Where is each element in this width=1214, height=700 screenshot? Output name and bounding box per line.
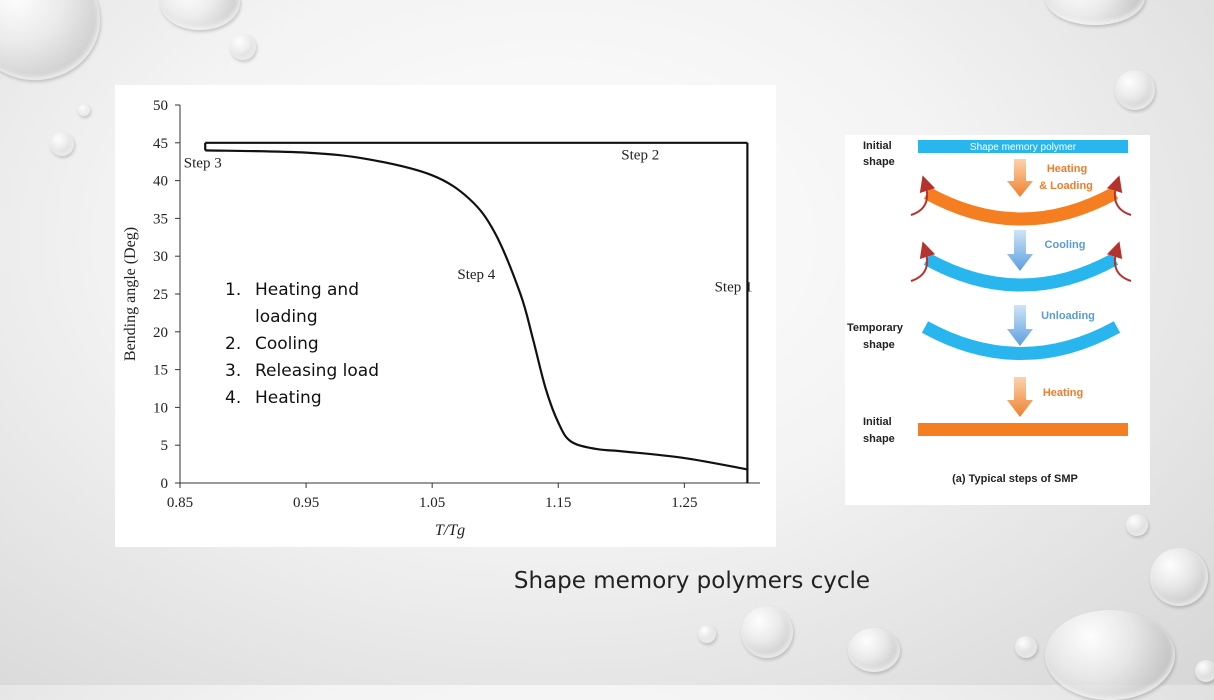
x-tick-label: 0.95	[293, 495, 319, 511]
x-tick-label: 1.05	[419, 495, 445, 511]
smp-steps-diagram: Initial shape Shape memory polymer Heati…	[845, 135, 1150, 505]
step-heating: Heating	[1043, 387, 1083, 399]
y-axis-label: Bending angle (Deg)	[122, 227, 139, 361]
y-tick-label: 20	[153, 325, 168, 341]
water-drop-decoration	[1126, 514, 1148, 536]
y-tick-label: 35	[153, 211, 168, 227]
step-list-item: 2. Cooling	[225, 331, 405, 358]
water-drop-decoration	[230, 34, 256, 60]
water-drop-decoration	[698, 625, 716, 643]
step-number: 4.	[225, 388, 242, 408]
step-list-item: 1. Heating and loading	[225, 277, 405, 331]
step-list-item: 3. Releasing load	[225, 358, 405, 385]
x-tick-label: 1.25	[671, 495, 697, 511]
step-text: Heating and loading	[255, 280, 360, 327]
down-arrow-blue	[1007, 230, 1033, 271]
label-initial-bottom: Initial	[863, 416, 892, 428]
water-drop-decoration	[0, 0, 100, 80]
diagram-caption: (a) Typical steps of SMP	[952, 473, 1078, 485]
curved-arrow-icon	[1106, 175, 1132, 216]
annotation-step-1: Step 1	[715, 280, 753, 296]
water-drop-decoration	[1045, 610, 1175, 700]
step-text: Releasing load	[255, 361, 379, 381]
annotation-step-3: Step 3	[184, 156, 222, 172]
step-list: 1. Heating and loading 2. Cooling 3. Releasin…	[225, 277, 405, 412]
initial-shape-bar-bottom	[918, 423, 1128, 436]
label-initial-top: Initial	[863, 140, 892, 152]
water-drop-decoration	[1115, 70, 1155, 110]
y-tick-label: 5	[161, 438, 169, 454]
curved-arrow-icon	[910, 241, 936, 282]
label-initial-bottom-2: shape	[863, 433, 895, 445]
step-number: 1.	[225, 280, 242, 300]
temporary-shape-blue	[921, 321, 1121, 360]
step-heating-loading: Heating	[1047, 163, 1087, 175]
water-drop-decoration	[741, 606, 793, 658]
bent-shape-orange	[923, 187, 1119, 226]
label-initial-top-2: shape	[863, 156, 895, 168]
y-tick-label: 0	[161, 476, 169, 492]
down-arrow-orange	[1007, 159, 1033, 197]
curved-arrow-icon	[1106, 241, 1132, 282]
water-drop-decoration	[848, 628, 900, 672]
step-number: 2.	[225, 334, 242, 354]
step-text: Heating	[255, 388, 322, 408]
water-drop-decoration	[1045, 0, 1145, 25]
label-temporary-2: shape	[863, 339, 895, 351]
step-number: 3.	[225, 361, 242, 381]
curved-arrow-icon	[910, 175, 936, 216]
water-drop-decoration	[1015, 636, 1037, 658]
water-drop-decoration	[160, 0, 240, 30]
series-step4	[205, 149, 748, 471]
step-text: Cooling	[255, 334, 319, 354]
y-tick-label: 45	[153, 136, 168, 152]
water-drop-decoration	[1195, 660, 1214, 682]
bent-shape-blue	[923, 253, 1119, 292]
x-tick-label: 0.85	[167, 495, 193, 511]
y-tick-label: 25	[153, 287, 168, 303]
y-tick-label: 30	[153, 249, 168, 265]
bar-label: Shape memory polymer	[970, 142, 1077, 153]
down-arrow-blue	[1007, 305, 1033, 346]
down-arrow-orange	[1007, 377, 1033, 417]
step-unloading: Unloading	[1041, 310, 1095, 322]
initial-shape-bar-top	[918, 140, 1128, 153]
annotation-step-4: Step 4	[457, 267, 495, 283]
x-tick-label: 1.15	[545, 495, 571, 511]
step-heating-loading-2: & Loading	[1039, 180, 1093, 192]
y-tick-label: 15	[153, 363, 168, 379]
chart-panel: 0 5 10 15 20 25 30 35 40 45 50 0.85 0.95 1.05 1.15 1.25…	[115, 85, 776, 547]
step-list-item: 4. Heating	[225, 385, 405, 412]
water-drop-decoration	[1150, 548, 1208, 606]
y-tick-label: 50	[153, 98, 168, 114]
bending-angle-chart: 0 5 10 15 20 25 30 35 40 45 50 0.85 0.95 1.05 1.15 1.25…	[122, 98, 760, 539]
label-temporary: Temporary	[847, 322, 904, 334]
water-drop-decoration	[50, 132, 74, 156]
x-axis-label: T/Tg	[435, 522, 465, 539]
slide-caption: Shape memory polymers cycle	[513, 568, 871, 594]
y-tick-label: 10	[153, 400, 168, 416]
annotation-step-2: Step 2	[621, 147, 659, 163]
step-cooling: Cooling	[1045, 239, 1086, 251]
y-tick-label: 40	[153, 174, 168, 190]
water-drop-decoration	[78, 104, 90, 116]
